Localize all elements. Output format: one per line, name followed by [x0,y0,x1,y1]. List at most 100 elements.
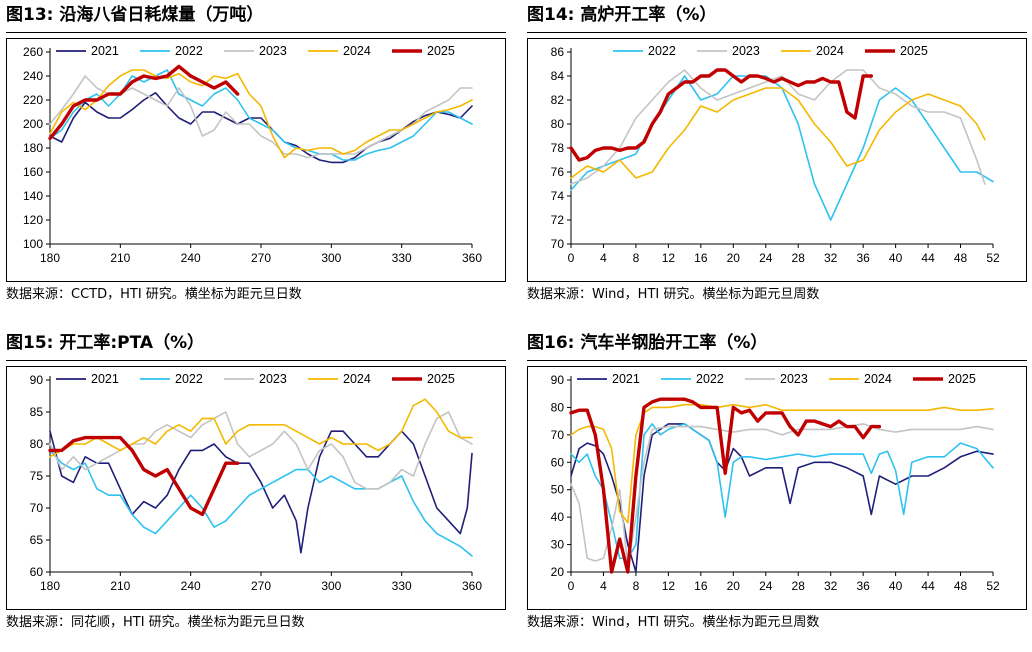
panel-coal-consumption: 图13: 沿海八省日耗煤量（万吨） 100 120 140 160 180 200 220 2… [6,2,506,302]
y-tick-label: 76 [551,165,565,179]
panel-title: 图16: 汽车半钢胎开工率（%） [527,333,768,353]
y-tick-label: 220 [23,93,43,107]
x-tick-label: 48 [954,579,968,593]
y-tick-label: 90 [30,373,44,387]
y-tick-label: 160 [23,165,43,179]
y-tick-label: 60 [551,455,565,469]
legend-label-2023: 2023 [259,44,287,58]
legend-label-2024: 2024 [343,44,371,58]
x-tick-label: 24 [759,251,773,265]
y-tick-label: 60 [30,565,44,579]
panel-title: 图14: 高炉开工率（%） [527,5,717,25]
x-tick-label: 0 [568,579,575,593]
legend-label-2025: 2025 [948,372,976,386]
y-tick-label: 80 [551,400,565,414]
series-line-2024 [570,87,986,179]
chart-frame [6,38,506,282]
y-tick-label: 70 [551,237,565,251]
x-tick-label: 52 [986,579,1000,593]
series-line-2025 [48,435,240,517]
legend-label-2025: 2025 [427,44,455,58]
panel-title: 图13: 沿海八省日耗煤量（万吨） [6,5,264,25]
x-tick-label: 8 [633,579,640,593]
title-divider [6,32,506,33]
legend-label-2022: 2022 [696,372,724,386]
legend-label-2025: 2025 [900,44,928,58]
x-tick-label: 360 [462,579,482,593]
x-tick-label: 330 [392,579,412,593]
x-tick-label: 36 [856,579,870,593]
legend-label-2022: 2022 [648,44,676,58]
y-tick-label: 86 [551,45,565,59]
x-tick-label: 12 [662,251,676,265]
series-line-2023 [570,423,994,568]
y-tick-label: 260 [23,45,43,59]
legend-label-2022: 2022 [175,372,203,386]
x-tick-label: 8 [633,251,640,265]
x-tick-label: 28 [792,251,806,265]
y-tick-label: 75 [30,469,44,483]
x-tick-label: 32 [824,251,838,265]
x-tick-label: 48 [954,251,968,265]
x-tick-label: 4 [600,251,607,265]
chart-frame [527,38,1027,282]
x-tick-label: 360 [462,251,482,265]
x-tick-label: 16 [694,251,708,265]
x-tick-label: 36 [856,251,870,265]
x-tick-label: 210 [110,251,130,265]
y-tick-label: 90 [551,373,565,387]
series-line-2025 [569,397,882,574]
series-line-2023 [49,75,473,159]
x-tick-label: 44 [921,251,935,265]
panel-pta: 图15: 开工率:PTA（%） 60 65 70 75 80 85 90 180 210 240 2… [6,330,506,630]
panel-blast-furnace: 图14: 高炉开工率（%） 70 72 74 76 78 80 82 84 86 0 4 8 12 16 2… [527,2,1027,302]
series-line-2024 [49,69,473,159]
x-tick-label: 300 [321,579,341,593]
series-line-2022 [49,69,473,161]
y-tick-label: 85 [30,405,44,419]
x-tick-label: 0 [568,251,575,265]
x-tick-label: 270 [251,251,271,265]
chart-pta: 60 65 70 75 80 85 90 180 210 240 270 300 330 360 2021 2… [30,372,483,593]
y-tick-label: 30 [551,538,565,552]
series-line-2021 [49,430,473,554]
y-tick-label: 74 [551,189,565,203]
x-tick-label: 330 [392,251,412,265]
y-tick-label: 70 [551,428,565,442]
y-tick-label: 240 [23,69,43,83]
source-note: 数据来源：Wind，HTI 研究。横坐标为距元旦周数 [527,287,820,302]
series-line-2021 [49,92,473,164]
x-tick-label: 180 [40,579,60,593]
y-tick-label: 70 [30,501,44,515]
x-tick-label: 40 [889,579,903,593]
legend-label-2024: 2024 [343,372,371,386]
source-note: 数据来源：同花顺，HTI 研究。横坐标为距元旦日数 [6,615,305,630]
x-tick-label: 16 [694,579,708,593]
series-line-2022 [49,449,473,557]
x-tick-label: 300 [321,251,341,265]
x-tick-label: 44 [921,579,935,593]
x-tick-label: 4 [600,579,607,593]
chart-coal-consumption: 100 120 140 160 180 200 220 240 260 180 210 240 270 3… [23,44,482,265]
y-tick-label: 72 [551,213,565,227]
series-line-2023 [49,411,473,490]
y-tick-label: 84 [551,69,565,83]
title-divider [6,360,506,361]
legend-label-2025: 2025 [427,372,455,386]
legend-label-2021: 2021 [612,372,640,386]
y-tick-label: 120 [23,213,43,227]
x-tick-label: 32 [824,579,838,593]
y-tick-label: 100 [23,237,43,251]
legend-label-2023: 2023 [732,44,760,58]
x-tick-label: 270 [251,579,271,593]
panel-title: 图15: 开工率:PTA（%） [6,333,205,353]
source-note: 数据来源：Wind，HTI 研究。横坐标为距元旦周数 [527,615,820,630]
series-line-2023 [570,69,986,185]
y-tick-label: 80 [30,437,44,451]
y-tick-label: 80 [551,117,565,131]
chart-frame [6,366,506,610]
y-tick-label: 140 [23,189,43,203]
series-line-2025 [569,68,873,162]
